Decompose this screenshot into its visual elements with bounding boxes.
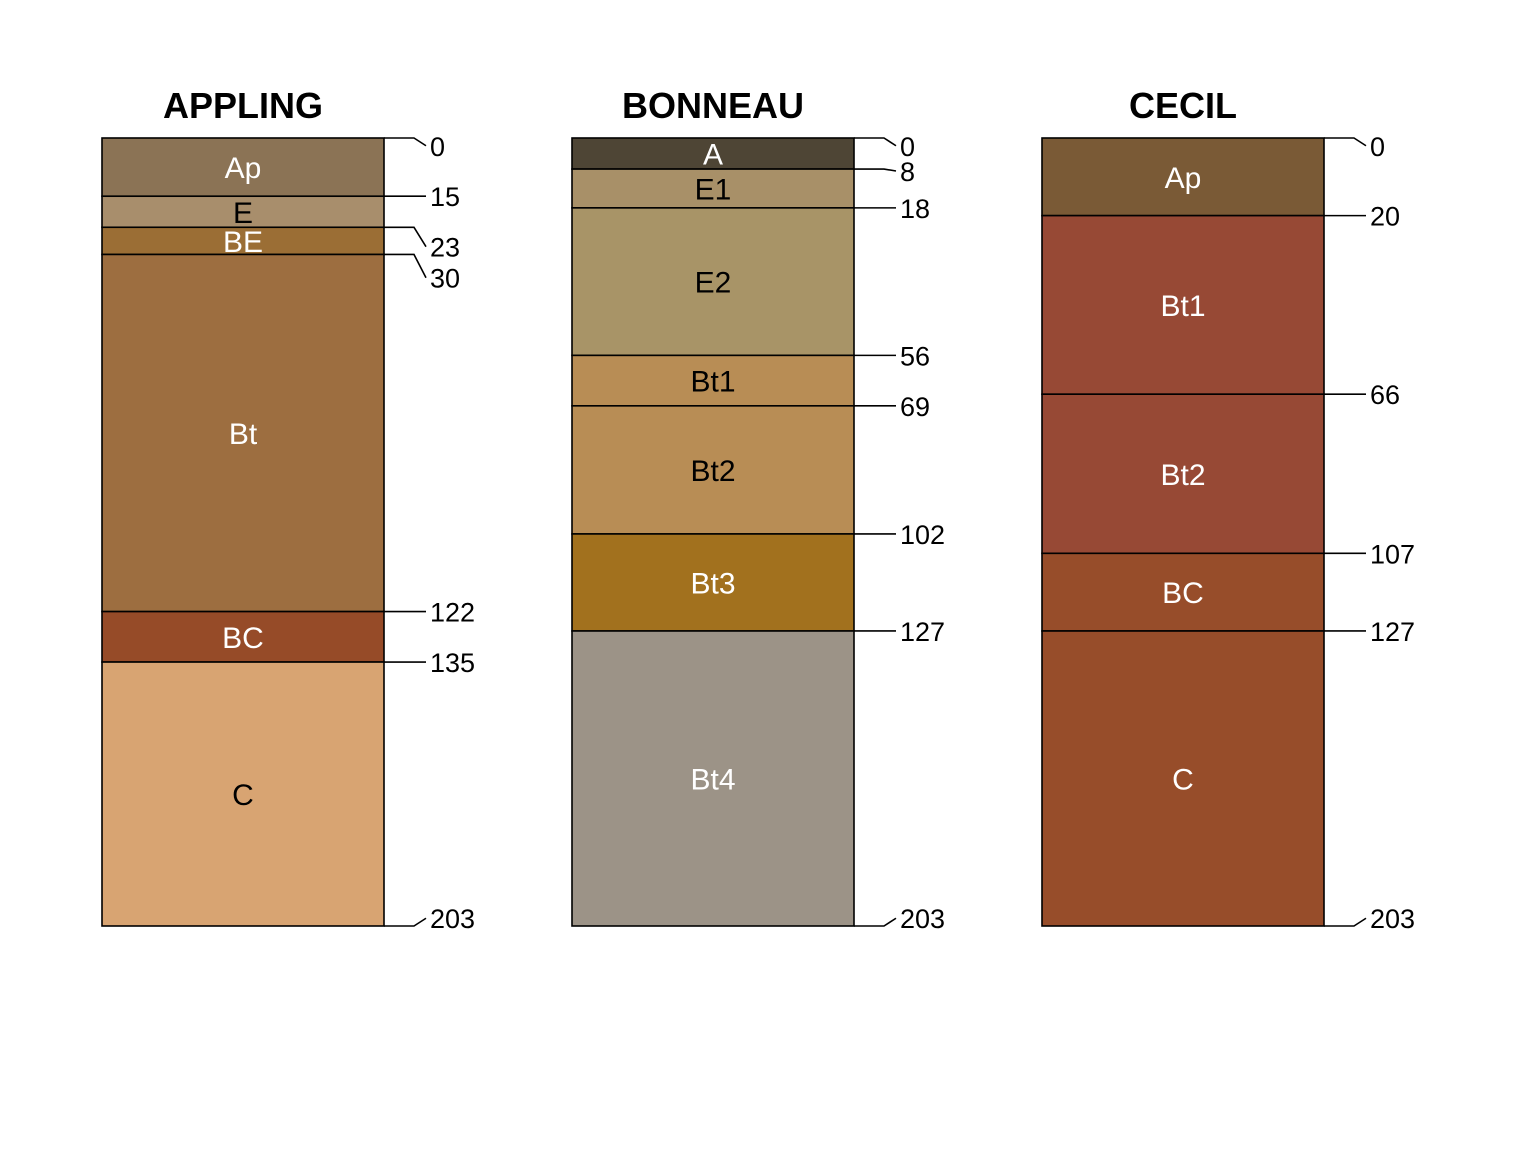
horizon-c [1041,630,1325,927]
horizon-label: Ap [1165,162,1202,195]
depth-label: 69 [900,392,930,422]
depth-label: 203 [430,904,475,934]
depth-label: 0 [430,132,445,162]
depth-leader [1324,917,1367,927]
depth-leader [384,226,427,248]
depth-leader [384,137,427,147]
depth-label: 8 [900,157,915,187]
depth-label: 203 [1370,904,1415,934]
depth-label: 66 [1370,380,1400,410]
horizon-label: Ap [225,152,262,185]
horizon-bt4 [571,630,855,927]
depth-label: 102 [900,520,945,550]
profile-name: BONNEAU [622,85,804,126]
horizon-e2 [571,207,855,357]
depth-label: 127 [900,617,945,647]
profile-cecil: CECIL Ap Bt1 Bt2 BC C 0 20 66 107 127 203 [1041,85,1415,934]
horizon-label: Bt1 [690,366,735,399]
horizon-e [101,195,385,229]
depth-label: 0 [1370,132,1385,162]
depth-label: 127 [1370,617,1415,647]
depth-label: 122 [430,598,475,628]
profile-bonneau: BONNEAU AE1 E2 Bt1 Bt2 Bt3 Bt4 08 18 56 69 102 127 20… [571,85,945,934]
horizon-label: Bt2 [690,455,735,488]
horizon-bt1 [571,354,855,407]
horizon-ap [101,137,385,198]
horizon-label: BE [223,226,263,259]
depth-leader [854,917,897,927]
horizon-label: C [1172,763,1194,796]
depth-label: 20 [1370,202,1400,232]
horizon-e1 [571,168,855,209]
depth-label: 15 [430,182,460,212]
horizon-label: A [703,139,723,172]
horizon-label: BC [1162,577,1204,610]
horizon-bt3 [571,533,855,632]
profiles-layer: APPLINGApEBEBtBCC0152330122135203BONNEAU… [101,85,1415,934]
depth-leader [384,253,427,279]
depth-label: 203 [900,904,945,934]
horizon-label: Bt3 [690,567,735,600]
depth-label: 56 [900,341,930,371]
horizon-label: BC [222,622,264,655]
horizon-bt [101,253,385,613]
horizon-label: Bt1 [1160,290,1205,323]
depth-label: 30 [430,264,460,294]
horizon-label: E1 [695,173,732,206]
horizon-bt2 [1041,393,1325,555]
depth-label: 18 [900,194,930,224]
horizon-label: Bt4 [690,763,735,796]
depth-label: 0 [900,132,915,162]
profile-name: CECIL [1129,85,1237,126]
depth-leader [1324,137,1367,147]
depth-label: 107 [1370,539,1415,569]
depth-label: 23 [430,233,460,263]
profile-name: APPLING [163,85,323,126]
horizon-label: E [233,197,253,230]
horizon-c [101,661,385,927]
horizon-label: E2 [695,267,732,300]
horizon-label: C [232,779,254,812]
depth-leader [854,168,897,172]
horizon-a [571,137,855,170]
horizon-label: Bt [229,418,258,451]
depth-leader [384,917,427,927]
horizon-bc [1041,552,1325,632]
depth-leader [854,137,897,147]
horizon-label: Bt2 [1160,459,1205,492]
depth-label: 135 [430,648,475,678]
